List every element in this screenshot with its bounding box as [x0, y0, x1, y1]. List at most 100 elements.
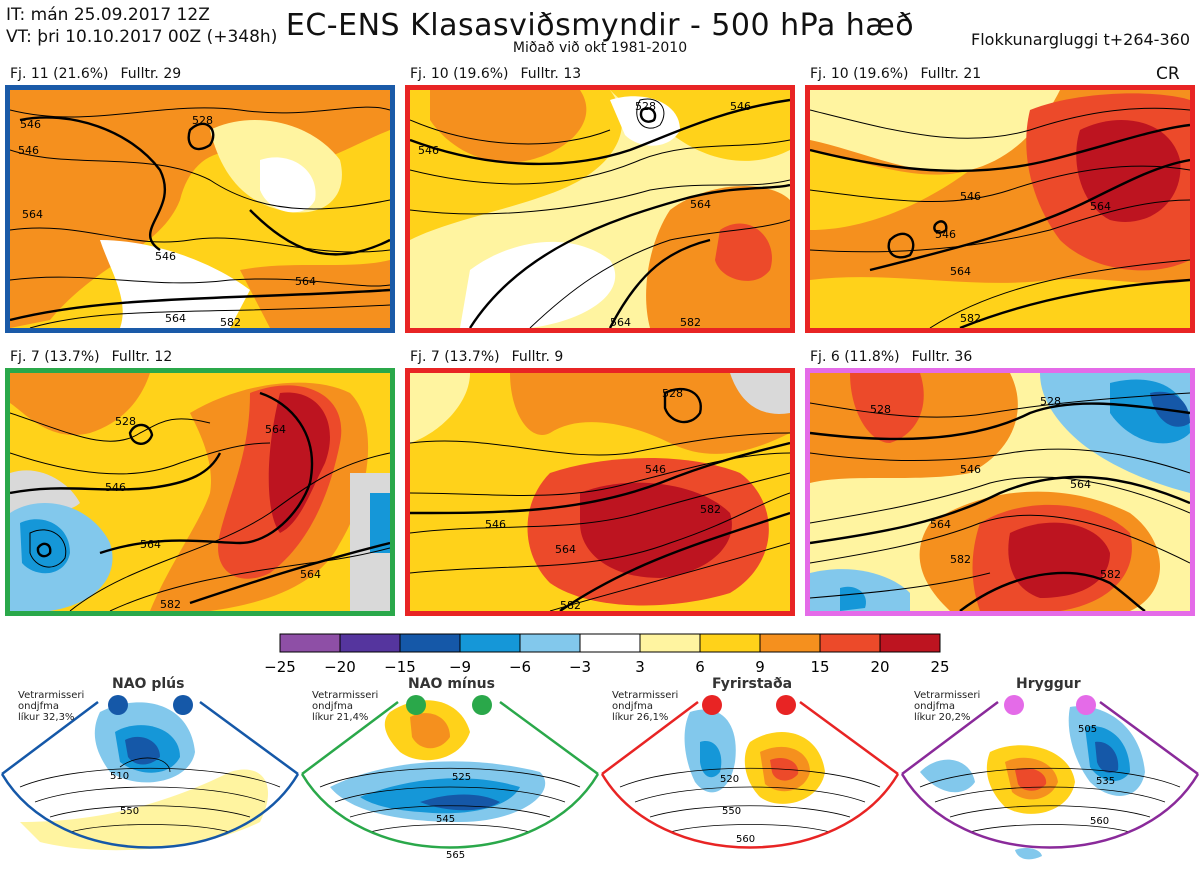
regime-dot: [1004, 695, 1024, 715]
contour-label: 564: [610, 316, 631, 328]
contour-label: 564: [22, 208, 43, 221]
colorbar-tick-label: 6: [695, 658, 705, 676]
contour-label: 528: [1040, 395, 1061, 408]
representative-label: Fulltr. 21: [920, 66, 982, 82]
regime-sectors: 510 550 525 545 565: [0, 695, 1200, 861]
colorbar-swatch: [399, 633, 461, 653]
page-subtitle: Miðað við okt 1981-2010: [512, 40, 688, 56]
header-left: IT: mán 25.09.2017 12Z VT: þri 10.10.201…: [6, 4, 277, 48]
colorbar-swatch: [519, 633, 581, 653]
contour-label: 546: [960, 463, 981, 476]
contour-label: 546: [935, 228, 956, 241]
colorbar-tick-label: −15: [384, 658, 416, 676]
contour-label: 528: [662, 387, 683, 400]
note-line: líkur 32,3%: [18, 712, 75, 723]
note-line: Vetrarmisseri: [612, 690, 679, 701]
note-line: ondjfma: [914, 701, 955, 712]
contour-label: 582: [700, 503, 721, 516]
colorbar-tick-label: 20: [870, 658, 889, 676]
panel-label-5: Fj. 7 (13.7%) Fulltr. 9: [410, 349, 575, 365]
contour-label: 564: [555, 543, 576, 556]
contour-label: 546: [485, 518, 506, 531]
contour-label: 546: [155, 250, 176, 263]
contour-label: 546: [20, 118, 41, 131]
contour-label: 582: [960, 312, 981, 325]
colorbar-swatch: [699, 633, 761, 653]
contour-label: 550: [722, 806, 741, 817]
contour-label: 505: [1078, 724, 1097, 735]
colorbar-swatch: [879, 633, 941, 653]
classification-window: Flokkunargluggi t+264-360: [971, 30, 1190, 49]
cluster-map-1: 546 528 546 564 546 564 564 582: [5, 85, 395, 333]
note-line: líkur 21,4%: [312, 712, 369, 723]
contour-label: 510: [110, 771, 129, 782]
panel-label-4: Fj. 7 (13.7%) Fulltr. 12: [10, 349, 184, 365]
note-line: ondjfma: [612, 701, 653, 712]
regime-dot: [1076, 695, 1096, 715]
note-line: ondjfma: [18, 701, 59, 712]
page-title: EC-ENS Klasasviðsmyndir - 500 hPa hæð: [285, 8, 915, 43]
cluster-map-5: 528 546 546 564 582 582: [405, 368, 795, 616]
contour-label: 525: [452, 772, 471, 783]
regime-ridge: 505 535 560: [900, 695, 1200, 860]
note-line: líkur 26,1%: [612, 712, 669, 723]
regime-blocking: 520 550 560: [600, 695, 900, 849]
valid-time: VT: þri 10.10.2017 00Z (+348h): [6, 27, 278, 47]
contour-label: 564: [165, 312, 186, 325]
colorbar-graphic: −25 −20 −15 −9 −6 −3 3 6 9 15 20 25: [264, 633, 950, 676]
panel-label-1: Fj. 11 (21.6%) Fulltr. 29: [10, 66, 193, 82]
cluster-map-3: 546 564 564 582 546: [805, 85, 1195, 333]
contour-label: 520: [720, 774, 739, 785]
contour-label: 565: [446, 850, 465, 861]
cluster-label: Fj. 7 (13.7%): [410, 349, 500, 365]
cluster-map-2: 528 546 546 564 564 582: [405, 85, 795, 333]
representative-label: Fulltr. 29: [120, 66, 182, 82]
colorbar-tick-label: −25: [264, 658, 296, 676]
colorbar-tick-label: −3: [569, 658, 591, 676]
regime-title-nao-plus: NAO plús: [112, 676, 185, 692]
contour-label: 546: [730, 100, 751, 113]
colorbar-tick-label: −9: [449, 658, 471, 676]
colorbar-tick-label: −20: [324, 658, 356, 676]
initial-time: IT: mán 25.09.2017 12Z: [6, 5, 210, 25]
regime-dot: [108, 695, 128, 715]
note-line: Vetrarmisseri: [312, 690, 379, 701]
regime-title-ridge: Hryggur: [1016, 676, 1081, 692]
contour-label: 564: [295, 275, 316, 288]
regime-dot: [702, 695, 722, 715]
colorbar-tick-label: −6: [509, 658, 531, 676]
colorbar-tick-label: 25: [930, 658, 949, 676]
cluster-label: Fj. 10 (19.6%): [810, 66, 909, 82]
contour-label: 582: [680, 316, 701, 328]
representative-label: Fulltr. 36: [911, 349, 973, 365]
panel-label-2: Fj. 10 (19.6%) Fulltr. 13: [410, 66, 593, 82]
cluster-label: Fj. 7 (13.7%): [10, 349, 100, 365]
contour-label: 546: [105, 481, 126, 494]
colorbar-swatch: [759, 633, 821, 653]
note-line: Vetrarmisseri: [914, 690, 981, 701]
regime-dot: [173, 695, 193, 715]
contour-label: 564: [1090, 200, 1111, 213]
regime-note-nao-plus: Vetrarmisseri ondjfma líkur 32,3%: [18, 690, 84, 723]
contour-label: 560: [736, 834, 755, 845]
contour-label: 546: [645, 463, 666, 476]
colorbar-swatch: [339, 633, 401, 653]
colorbar-tick-label: 9: [755, 658, 765, 676]
contour-label: 546: [418, 144, 439, 157]
control-run-label: CR: [1156, 64, 1180, 84]
panel-label-3: Fj. 10 (19.6%) Fulltr. 21: [810, 66, 993, 82]
contour-label: 582: [1100, 568, 1121, 581]
contour-label: 564: [950, 265, 971, 278]
contour-label: 564: [1070, 478, 1091, 491]
contour-label: 564: [140, 538, 161, 551]
colorbar-swatch: [639, 633, 701, 653]
regime-note-ridge: Vetrarmisseri ondjfma líkur 20,2%: [914, 690, 980, 723]
regime-dot: [776, 695, 796, 715]
colorbar-tick-label: 3: [635, 658, 645, 676]
representative-label: Fulltr. 13: [520, 66, 582, 82]
contour-label: 582: [950, 553, 971, 566]
regime-note-nao-minus: Vetrarmisseri ondjfma líkur 21,4%: [312, 690, 378, 723]
contour-label: 528: [870, 403, 891, 416]
contour-label: 528: [192, 114, 213, 127]
contour-label: 546: [960, 190, 981, 203]
